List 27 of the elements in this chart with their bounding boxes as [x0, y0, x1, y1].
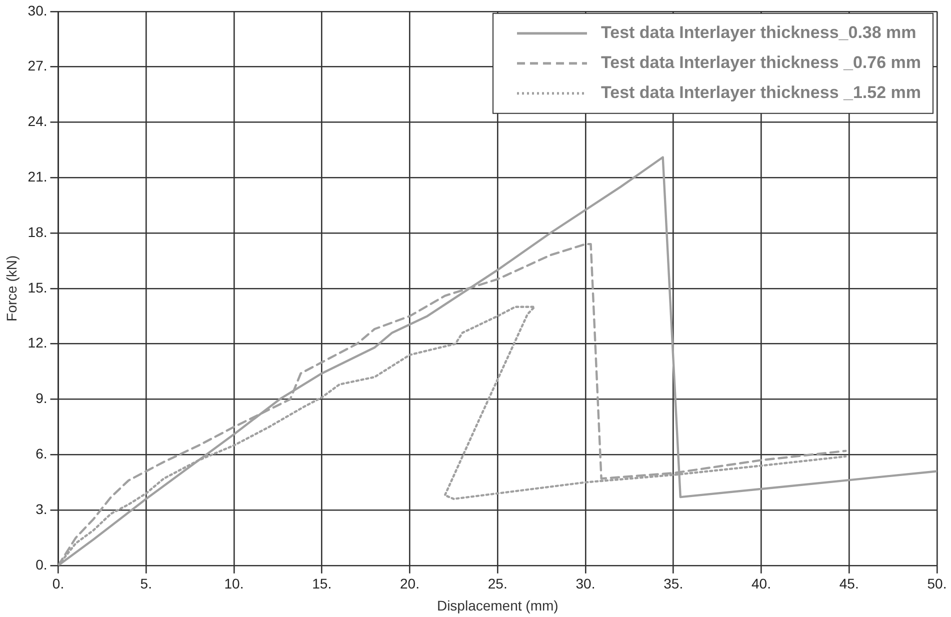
y-tick-label: 18. [28, 224, 48, 240]
y-tick-label: 0. [36, 556, 48, 572]
y-tick-label: 21. [28, 168, 48, 184]
y-axis-title: Force (kN) [3, 255, 20, 322]
x-tick-label: 40. [752, 576, 771, 592]
x-axis-title: Displacement (mm) [436, 597, 558, 614]
y-tick-label: 15. [28, 279, 48, 296]
x-tick-label: 5. [140, 576, 152, 592]
y-tick-label: 6. [36, 445, 48, 462]
x-tick-label: 35. [664, 576, 684, 592]
y-tick-label: 24. [28, 113, 48, 130]
legend-label: Test data Interlayer thickness _0.76 mm [600, 53, 922, 72]
x-tick-label: 10. [224, 576, 244, 592]
y-tick-label: 3. [36, 500, 48, 517]
x-tick-label: 25. [488, 576, 508, 592]
y-tick-label: 27. [28, 58, 48, 74]
x-tick-label: 50. [927, 576, 947, 592]
legend-label: Test data Interlayer thickness _1.52 mm [600, 83, 922, 102]
x-tick-label: 20. [400, 576, 420, 592]
x-tick-label: 15. [312, 576, 332, 592]
x-tick-label: 0. [52, 576, 64, 592]
y-tick-label: 9. [36, 390, 48, 406]
legend-label: Test data Interlayer thickness_0.38 mm [600, 23, 916, 42]
x-tick-label: 30. [576, 576, 596, 592]
y-tick-label: 12. [28, 334, 48, 351]
x-tick-label: 45. [839, 576, 859, 592]
y-tick-label: 30. [28, 2, 48, 18]
